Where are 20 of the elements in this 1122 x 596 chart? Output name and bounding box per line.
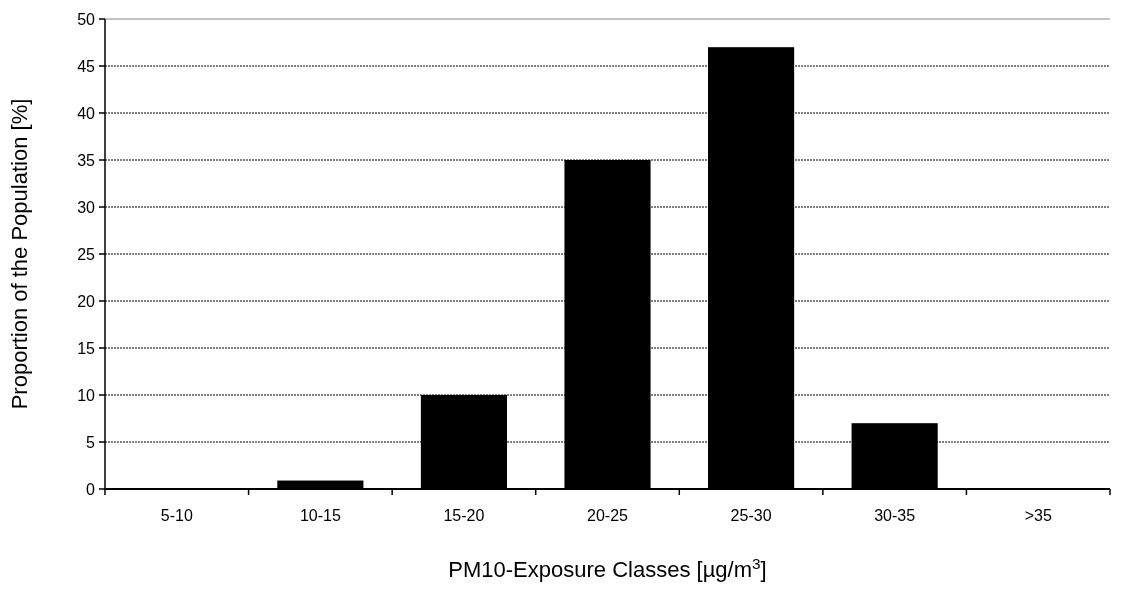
y-tick-label: 25	[77, 245, 96, 263]
x-axis-title: PM10-Exposure Classes [µg/m$^{3}$]	[448, 554, 767, 582]
x-tick-label: 10-15	[299, 507, 341, 524]
y-tick-label: 5	[86, 433, 96, 451]
x-tick-label: 20-25	[587, 507, 629, 524]
y-tick-label: 10	[77, 386, 96, 404]
y-tick-label: 20	[77, 292, 96, 310]
y-tick-label: 30	[77, 198, 96, 216]
x-tick-label: 30-35	[874, 507, 916, 524]
y-tick-label: 50	[77, 10, 96, 28]
y-tick-label: 35	[77, 151, 96, 169]
x-tick-label: 25-30	[730, 507, 772, 524]
y-axis-title: Proportion of the Population [%]	[7, 98, 32, 410]
x-tick-label: >35	[1024, 507, 1052, 524]
y-tick-label: 0	[86, 480, 96, 498]
y-tick-label: 15	[77, 339, 96, 357]
x-tick-label: 15-20	[443, 507, 485, 524]
y-tick-label: 40	[77, 104, 96, 122]
x-tick-label: 5-10	[160, 507, 193, 524]
y-tick-label: 45	[77, 57, 96, 75]
